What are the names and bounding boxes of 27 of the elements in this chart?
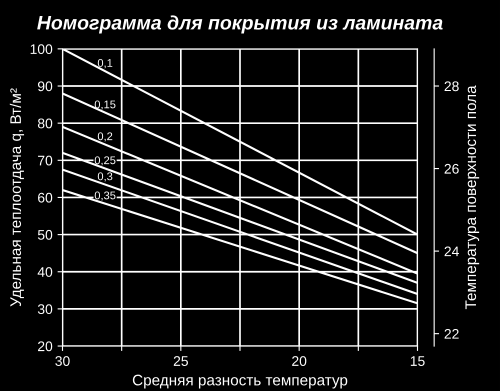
y2-tick-label: 22 — [444, 328, 459, 339]
y-tick-label: 70 — [38, 156, 52, 166]
series-label: 0,2 — [98, 132, 112, 142]
series-label: 0,1 — [98, 59, 112, 68]
y-tick-label: 60 — [38, 192, 52, 203]
y-tick-label: 50 — [38, 230, 52, 240]
y-tick-label: 30 — [38, 304, 52, 314]
series-label: 0,3 — [98, 172, 112, 182]
x-tick-label: 20 — [292, 356, 306, 366]
series-label: 0,35 — [94, 191, 116, 201]
y2-axis-title: Температура поверхности пола — [465, 85, 480, 310]
x-axis-title: Средняя разность температур — [132, 374, 348, 388]
y-tick-label: 40 — [38, 267, 52, 277]
x-tick-label: 15 — [410, 356, 425, 366]
y-axis-title: Удельная теплоотдача q, Вт/м² — [10, 88, 24, 306]
series-label: 0,25 — [94, 156, 116, 166]
chart-title: Номограмма для покрытия из ламината — [37, 15, 443, 34]
x-tick-label: 30 — [55, 356, 70, 366]
y-tick-label: 20 — [38, 341, 52, 352]
y-tick-label: 100 — [30, 44, 52, 54]
y2-tick-label: 26 — [444, 164, 459, 174]
y-tick-label: 80 — [38, 118, 52, 128]
y2-tick-label: 24 — [444, 246, 459, 256]
x-tick-label: 25 — [174, 356, 188, 366]
series-label: 0,15 — [94, 100, 116, 110]
y-tick-label: 90 — [38, 81, 52, 92]
y2-tick-label: 28 — [444, 81, 459, 92]
